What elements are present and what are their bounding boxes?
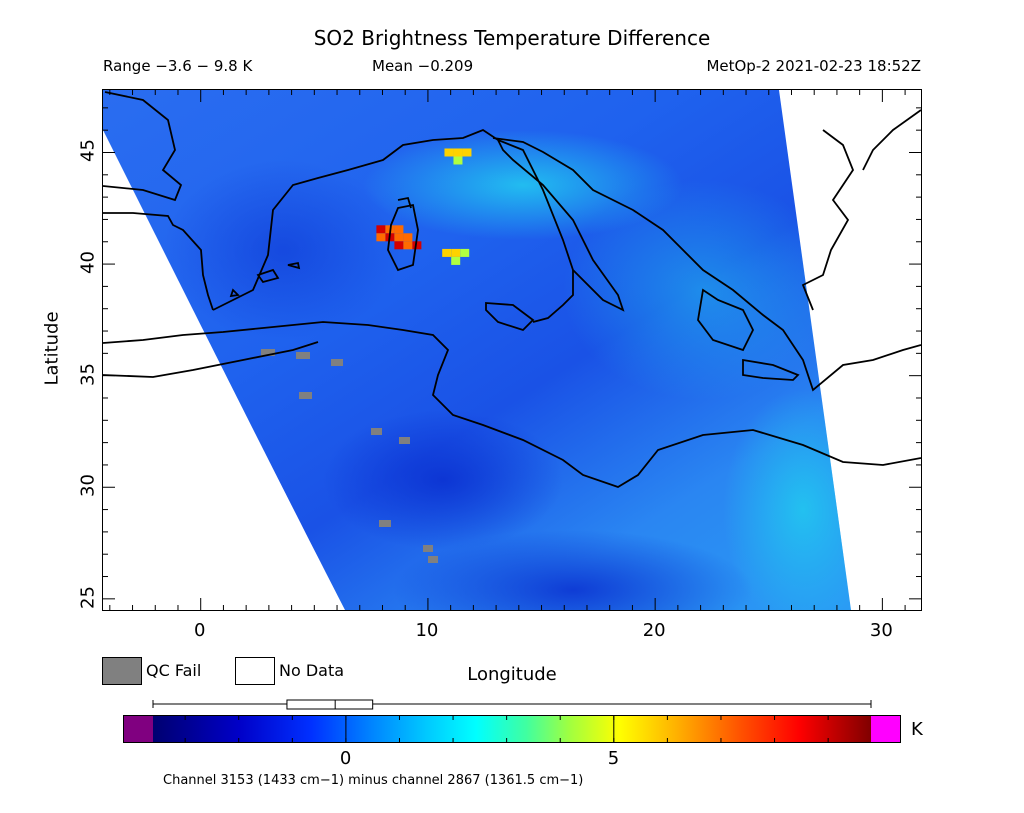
no-data-label: No Data [279, 661, 345, 680]
map-canvas [103, 90, 921, 610]
colorbar-gradient [153, 715, 871, 743]
hotspot-pixel [453, 156, 463, 165]
y-tick-label: 40 [77, 251, 99, 275]
qc-fail-swatch [102, 657, 142, 685]
hotspot-pixel [444, 148, 454, 157]
range-label: Range −3.6 − 9.8 K [103, 57, 253, 75]
y-tick-label: 35 [77, 362, 99, 386]
y-tick-label: 30 [77, 474, 99, 498]
coastlines [103, 91, 921, 488]
y-axis-label: Latitude [41, 311, 63, 386]
x-axis-label: Longitude [467, 664, 557, 685]
x-tick-label: 30 [869, 620, 893, 641]
qc-fail-pixels [261, 349, 438, 563]
hotspot-pixel [453, 148, 463, 157]
map-ticks [103, 90, 921, 610]
hotspot-pixel [460, 248, 470, 257]
hotspot-pixel [376, 233, 386, 242]
colorbar-tick-label: 5 [607, 748, 620, 769]
hotspot-pixel [451, 256, 461, 265]
hotspot-pixel [451, 248, 461, 257]
plot-title: SO2 Brightness Temperature Difference [313, 26, 711, 50]
boxplot-box [286, 699, 374, 710]
no-data-swatch [235, 657, 275, 685]
qc-fail-label: QC Fail [146, 661, 202, 680]
mean-label: Mean −0.209 [372, 57, 474, 75]
hotspot-pixel [394, 233, 404, 242]
hotspot-pixel [442, 248, 452, 257]
colorbar-tick-label: 0 [339, 748, 352, 769]
hotspot-pixel [376, 225, 386, 234]
colorbar-over [871, 715, 901, 743]
boxplot-stats [152, 699, 872, 710]
y-tick-label: 25 [77, 585, 99, 609]
colorbar-under [123, 715, 153, 743]
data-swath [103, 90, 851, 610]
hotspot-pixel [462, 148, 472, 157]
hotspot-pixel [394, 241, 404, 250]
colorbar [123, 715, 901, 743]
x-tick-label: 10 [415, 620, 439, 641]
satellite-time-label: MetOp-2 2021-02-23 18:52Z [706, 57, 921, 75]
hotspot-pixel [394, 225, 404, 234]
x-tick-label: 0 [193, 620, 206, 641]
hotspot-pixel [403, 241, 413, 250]
map-panel [102, 89, 922, 611]
y-tick-label: 45 [77, 139, 99, 163]
colorbar-unit: K [911, 719, 923, 740]
hotspot-pixel [403, 233, 413, 242]
hotspot-pixel [412, 241, 422, 250]
x-tick-label: 20 [642, 620, 666, 641]
channel-note: Channel 3153 (1433 cm−1) minus channel 2… [163, 773, 584, 788]
